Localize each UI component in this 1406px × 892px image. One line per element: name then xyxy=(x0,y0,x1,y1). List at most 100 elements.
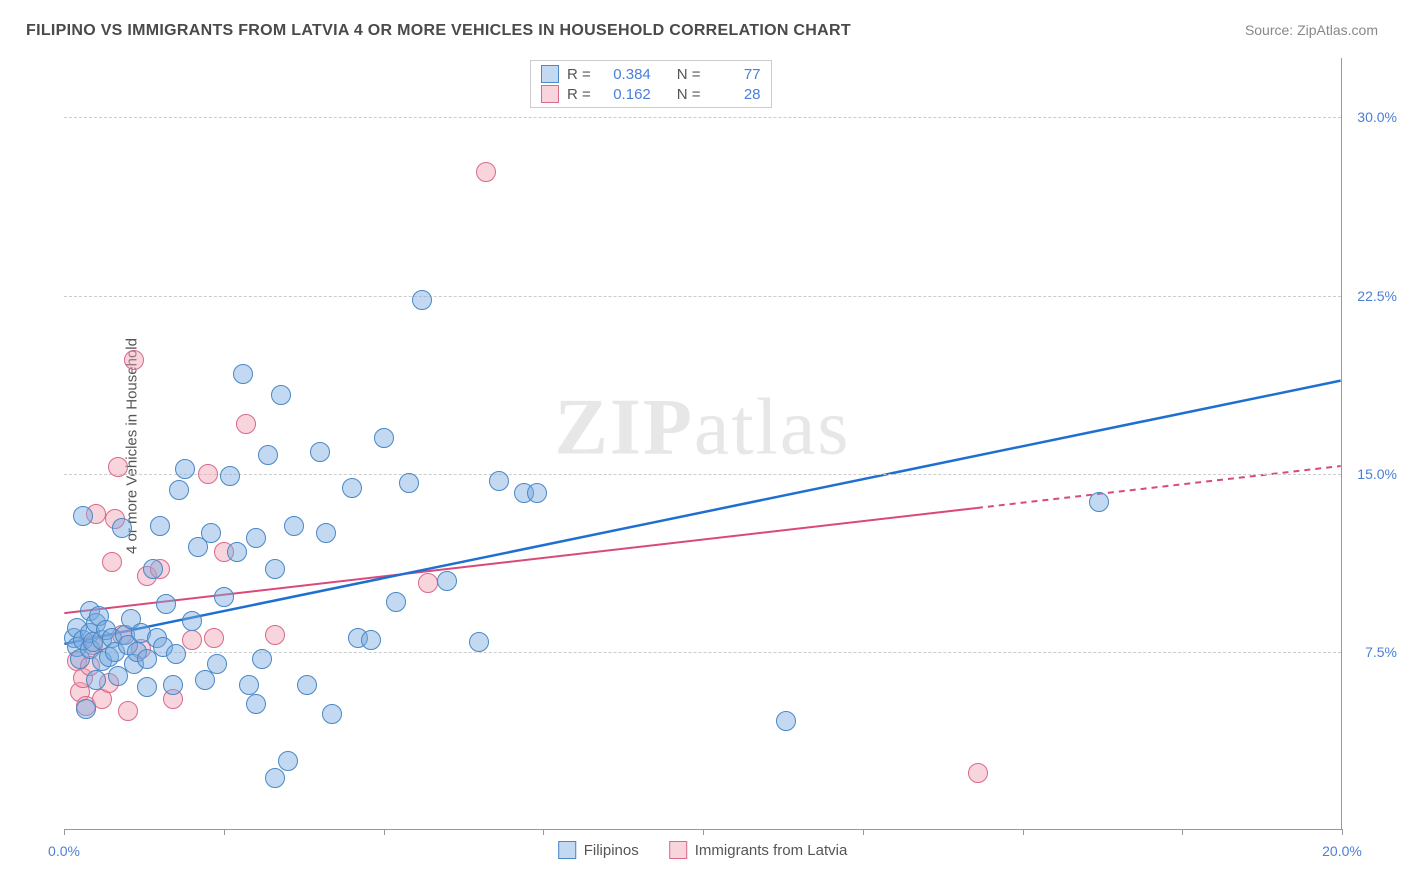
data-point xyxy=(469,632,489,652)
data-point xyxy=(220,466,240,486)
data-point xyxy=(310,442,330,462)
swatch-blue xyxy=(541,65,559,83)
data-point xyxy=(150,516,170,536)
swatch-pink xyxy=(541,85,559,103)
data-point xyxy=(527,483,547,503)
data-point xyxy=(265,625,285,645)
data-point xyxy=(143,559,163,579)
data-point xyxy=(86,670,106,690)
data-point xyxy=(278,751,298,771)
xtick xyxy=(863,829,864,835)
data-point xyxy=(418,573,438,593)
legend-swatch-pink xyxy=(669,841,687,859)
xtick xyxy=(224,829,225,835)
ytick-label: 22.5% xyxy=(1357,288,1397,304)
data-point xyxy=(118,701,138,721)
source-label: Source: ZipAtlas.com xyxy=(1245,22,1378,38)
data-point xyxy=(297,675,317,695)
ytick-label: 7.5% xyxy=(1365,644,1397,660)
data-point xyxy=(342,478,362,498)
data-point xyxy=(207,654,227,674)
data-point xyxy=(246,528,266,548)
data-point xyxy=(316,523,336,543)
legend-label-pink: Immigrants from Latvia xyxy=(695,842,848,859)
data-point xyxy=(195,670,215,690)
xtick xyxy=(543,829,544,835)
data-point xyxy=(201,523,221,543)
data-point xyxy=(214,587,234,607)
xtick xyxy=(384,829,385,835)
r-label-pink: R = xyxy=(567,86,591,103)
data-point xyxy=(169,480,189,500)
data-point xyxy=(73,506,93,526)
data-point xyxy=(233,364,253,384)
legend-item-blue: Filipinos xyxy=(558,841,639,859)
data-point xyxy=(163,675,183,695)
data-point xyxy=(236,414,256,434)
r-label-blue: R = xyxy=(567,66,591,83)
data-point xyxy=(968,763,988,783)
legend-label-blue: Filipinos xyxy=(584,842,639,859)
r-value-pink: 0.162 xyxy=(599,86,651,103)
trend-line xyxy=(64,381,1340,644)
plot-area: ZIPatlas R = 0.384 N = 77 R = 0.162 N = … xyxy=(64,58,1342,830)
stats-legend: R = 0.384 N = 77 R = 0.162 N = 28 xyxy=(530,60,772,108)
data-point xyxy=(124,350,144,370)
data-point xyxy=(361,630,381,650)
ytick-label: 30.0% xyxy=(1357,109,1397,125)
n-label-pink: N = xyxy=(677,86,701,103)
xtick-label: 20.0% xyxy=(1322,843,1362,859)
xtick xyxy=(1182,829,1183,835)
data-point xyxy=(271,385,291,405)
stats-row-pink: R = 0.162 N = 28 xyxy=(541,84,761,104)
legend-swatch-blue xyxy=(558,841,576,859)
data-point xyxy=(239,675,259,695)
data-point xyxy=(137,677,157,697)
data-point xyxy=(476,162,496,182)
xtick-label: 0.0% xyxy=(48,843,80,859)
trend-line xyxy=(64,508,977,613)
legend-item-pink: Immigrants from Latvia xyxy=(669,841,848,859)
data-point xyxy=(776,711,796,731)
xtick xyxy=(703,829,704,835)
data-point xyxy=(204,628,224,648)
watermark: ZIPatlas xyxy=(555,383,851,474)
gridline xyxy=(64,296,1341,297)
data-point xyxy=(182,630,202,650)
watermark-zip: ZIP xyxy=(555,384,694,472)
n-label-blue: N = xyxy=(677,66,701,83)
bottom-legend: Filipinos Immigrants from Latvia xyxy=(558,841,848,859)
data-point xyxy=(76,699,96,719)
data-point xyxy=(489,471,509,491)
gridline xyxy=(64,474,1341,475)
gridline xyxy=(64,117,1341,118)
data-point xyxy=(175,459,195,479)
n-value-pink: 28 xyxy=(709,86,761,103)
data-point xyxy=(1089,492,1109,512)
data-point xyxy=(322,704,342,724)
data-point xyxy=(399,473,419,493)
chart-title: FILIPINO VS IMMIGRANTS FROM LATVIA 4 OR … xyxy=(26,22,851,40)
data-point xyxy=(284,516,304,536)
n-value-blue: 77 xyxy=(709,66,761,83)
data-point xyxy=(265,768,285,788)
watermark-atlas: atlas xyxy=(694,384,851,472)
data-point xyxy=(374,428,394,448)
data-point xyxy=(156,594,176,614)
stats-row-blue: R = 0.384 N = 77 xyxy=(541,64,761,84)
data-point xyxy=(198,464,218,484)
data-point xyxy=(112,518,132,538)
data-point xyxy=(166,644,186,664)
xtick xyxy=(64,829,65,835)
data-point xyxy=(265,559,285,579)
data-point xyxy=(252,649,272,669)
ytick-label: 15.0% xyxy=(1357,466,1397,482)
data-point xyxy=(102,552,122,572)
data-point xyxy=(258,445,278,465)
data-point xyxy=(437,571,457,591)
xtick xyxy=(1342,829,1343,835)
data-point xyxy=(386,592,406,612)
data-point xyxy=(412,290,432,310)
data-point xyxy=(182,611,202,631)
r-value-blue: 0.384 xyxy=(599,66,651,83)
